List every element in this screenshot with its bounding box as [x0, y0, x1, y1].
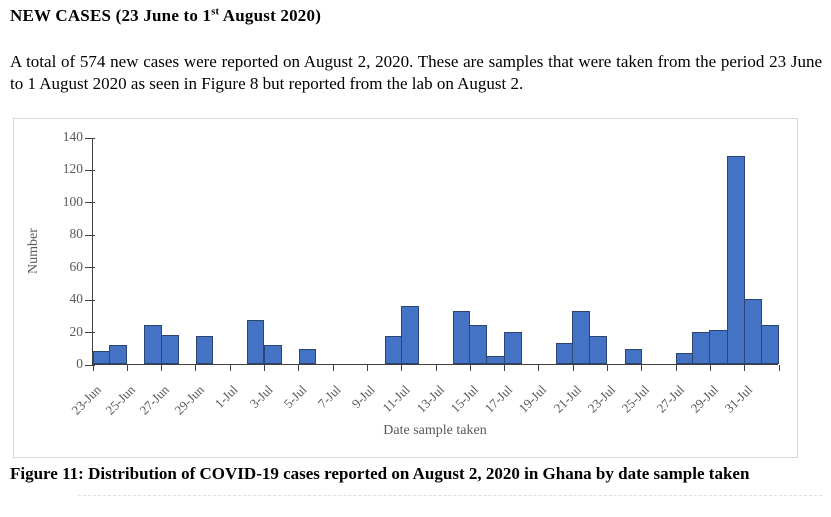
- bar-28-Jul: [692, 331, 711, 364]
- x-axis-tick: [401, 365, 403, 371]
- bar-30-Jul: [726, 156, 745, 364]
- x-axis-tick: [744, 365, 746, 371]
- bar-27-Jul: [676, 352, 694, 364]
- bar-5-Jul: [298, 349, 316, 364]
- x-axis-tick: [709, 365, 711, 371]
- x-axis-title: Date sample taken: [383, 423, 487, 438]
- bar-21-Jul: [572, 310, 591, 364]
- y-axis-tick-label: 140: [62, 129, 83, 144]
- y-axis-tick-label: 20: [69, 323, 84, 339]
- bar-10-Jul: [384, 336, 402, 364]
- y-axis-tick-label: 120: [62, 161, 83, 177]
- bar-29-Jun: [195, 336, 214, 364]
- x-axis-tick: [92, 365, 94, 371]
- y-axis-tick-label: 40: [69, 291, 84, 307]
- bar-29-Jul: [709, 329, 728, 364]
- x-axis-tick: [641, 365, 643, 371]
- bar-23-Jun: [93, 351, 111, 364]
- bar-27-Jun: [160, 334, 179, 364]
- x-axis-tick: [504, 365, 506, 371]
- bar-17-Jul: [503, 331, 522, 364]
- y-axis-tick: [85, 299, 95, 301]
- x-axis-tick: [607, 365, 608, 371]
- y-axis-tick: [85, 202, 95, 204]
- heading-text: NEW CASES (23 June to 1: [10, 6, 212, 25]
- y-axis-tick-label: 100: [62, 193, 83, 209]
- y-axis-title: Number: [26, 228, 41, 274]
- bar-1-Aug: [760, 325, 779, 364]
- y-axis-tick: [85, 332, 95, 334]
- x-axis-tick: [298, 365, 300, 371]
- bar-31-Jul: [743, 299, 762, 364]
- y-axis-tick: [85, 137, 95, 139]
- x-axis-tick: [195, 365, 197, 371]
- bar-15-Jul: [469, 325, 488, 364]
- x-axis-tick: [229, 365, 231, 371]
- y-axis-tick-label: 60: [69, 258, 84, 274]
- x-axis-tick: [778, 365, 780, 371]
- x-axis-tick: [126, 365, 128, 371]
- y-axis-tick-label: 0: [76, 356, 83, 371]
- x-axis-tick: [435, 365, 437, 371]
- x-axis-tick: [366, 365, 368, 371]
- y-axis-tick: [85, 234, 95, 236]
- bar-16-Jul: [486, 355, 505, 364]
- heading-superscript: st: [211, 6, 220, 18]
- x-axis-tick: [332, 365, 334, 371]
- bar-24-Jul: [624, 349, 642, 364]
- y-axis-tick: [85, 267, 95, 269]
- x-axis-tick: [469, 365, 471, 371]
- bottom-divider: [78, 495, 822, 496]
- x-axis-tick: [675, 365, 677, 371]
- section-heading: NEW CASES (23 June to 1st August 2020): [10, 6, 321, 26]
- x-axis-tick: [264, 365, 265, 371]
- bar-2-Jul: [247, 320, 265, 364]
- figure-caption: Figure 11: Distribution of COVID-19 case…: [10, 464, 750, 483]
- bar-20-Jul: [556, 342, 574, 364]
- figure-11-chart: Number 0 20 40 60 80 100 120 140 23-Jun 25-Jun 27-…: [13, 118, 798, 458]
- bar-14-Jul: [453, 310, 471, 364]
- y-axis-tick: [85, 364, 95, 366]
- plot-area: 0 20 40 60 80 100 120 140 23-Jun 25-Jun 27-Jun 29-J…: [63, 129, 780, 418]
- heading-text-tail: August 2020): [219, 6, 322, 25]
- y-axis-tick-label: 80: [69, 226, 84, 242]
- intro-paragraph: A total of 574 new cases were reported o…: [10, 52, 822, 93]
- bar-3-Jul: [263, 344, 282, 364]
- x-axis-tick: [538, 365, 540, 371]
- bar-26-Jun: [144, 325, 162, 364]
- bar-22-Jul: [589, 336, 608, 364]
- bar-24-Jun: [109, 344, 128, 364]
- bar-11-Jul: [400, 305, 419, 364]
- x-axis-tick: [161, 365, 163, 371]
- y-axis-tick: [85, 169, 95, 171]
- x-axis-tick: [572, 365, 574, 371]
